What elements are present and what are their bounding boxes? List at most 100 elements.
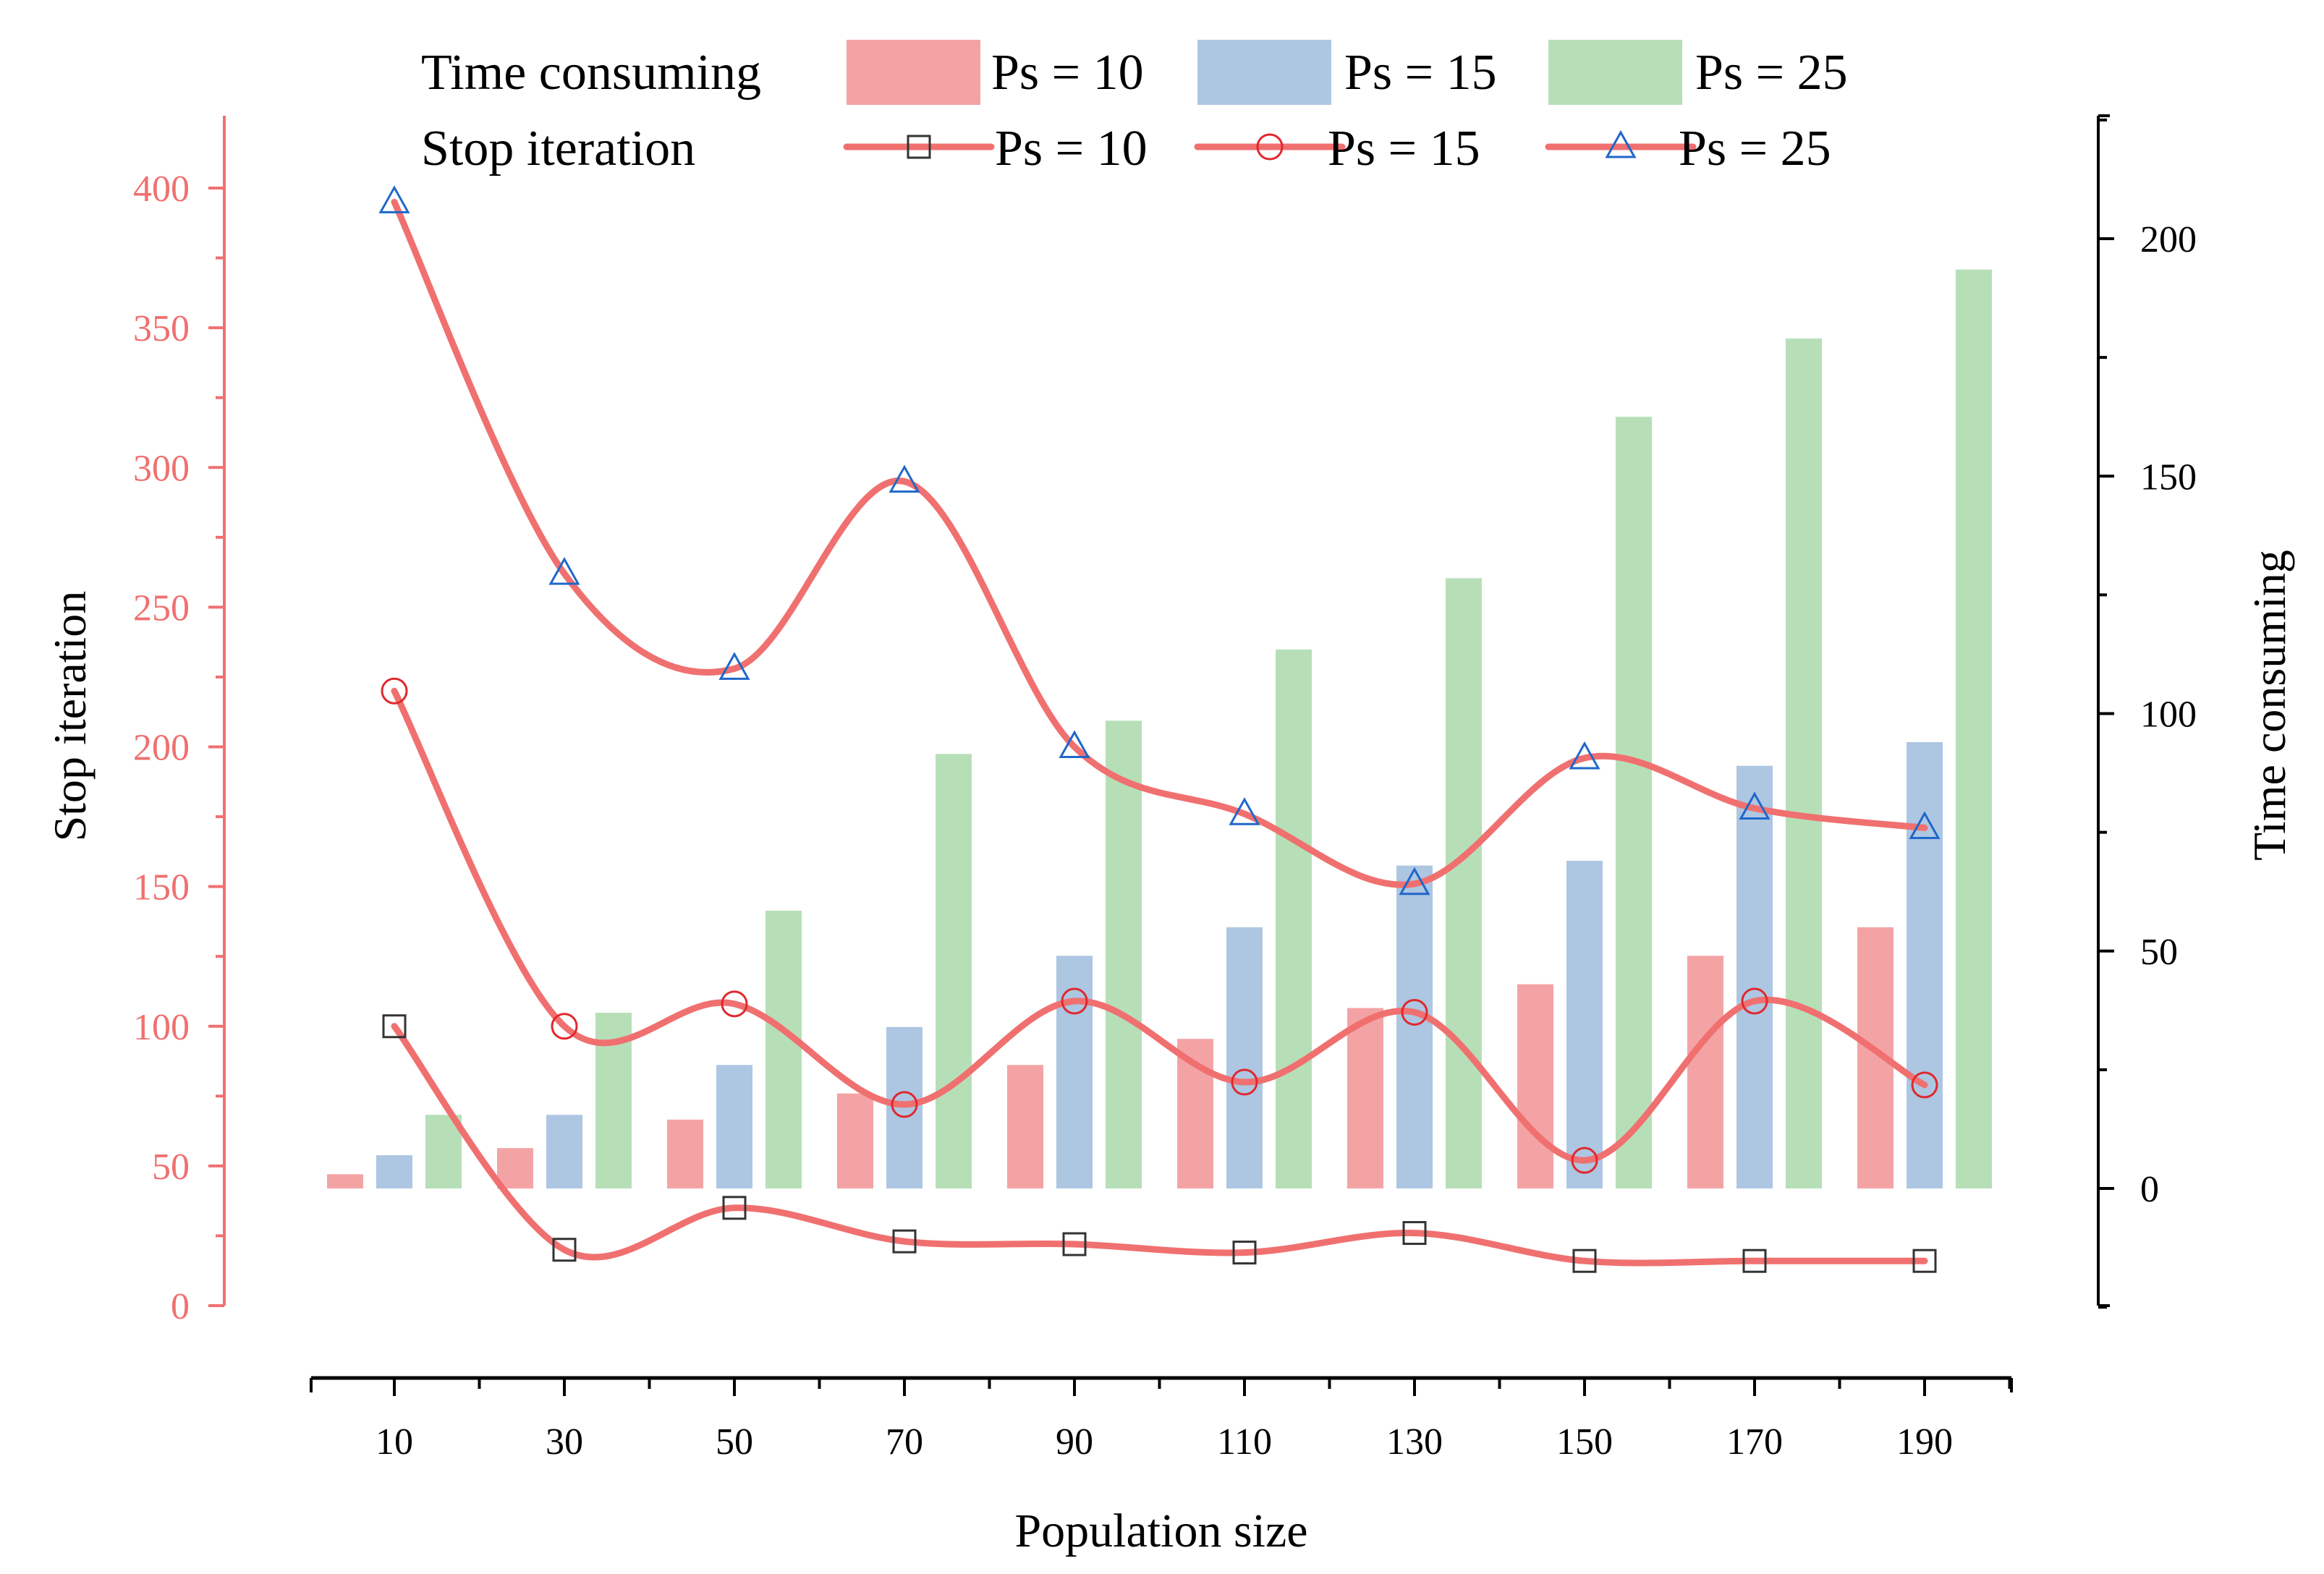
marker-ps15-90 xyxy=(1061,987,1088,1015)
bar-ps10-30 xyxy=(497,1148,533,1188)
x-axis-tick-label: 150 xyxy=(1556,1421,1613,1463)
marker-ps10-50 xyxy=(722,1196,747,1220)
bar-ps10-10 xyxy=(327,1174,363,1188)
bars-layer xyxy=(327,269,1992,1188)
legend-line-label-1: Ps = 15 xyxy=(1328,121,1480,176)
bar-ps10-170 xyxy=(1687,956,1723,1188)
left-axis-tick-label: 350 xyxy=(133,308,190,349)
bar-ps15-150 xyxy=(1566,861,1603,1188)
x-axis-tick-label: 10 xyxy=(376,1421,413,1463)
marker-ps25-150 xyxy=(1569,741,1600,770)
x-axis-tick-label: 90 xyxy=(1056,1421,1093,1463)
legend-line-marker-0 xyxy=(907,135,931,159)
marker-ps15-110 xyxy=(1231,1068,1258,1096)
legend-line-label-2: Ps = 25 xyxy=(1679,121,1831,176)
marker-ps15-30 xyxy=(551,1013,578,1040)
legend: Time consuming Stop iteration Ps = 10 Ps = … xyxy=(421,40,1848,176)
left-axis-tick-label: 0 xyxy=(171,1286,190,1327)
legend-bar-label-1: Ps = 15 xyxy=(1344,45,1497,101)
x-axis-tick-label: 70 xyxy=(886,1421,923,1463)
legend-line-marker-2 xyxy=(1605,129,1637,158)
bar-ps10-130 xyxy=(1347,1008,1383,1188)
bar-ps15-170 xyxy=(1736,765,1773,1188)
bar-ps25-150 xyxy=(1616,417,1652,1188)
left-axis-title: Stop iteration xyxy=(44,591,96,842)
left-axis-tick-label: 400 xyxy=(133,169,190,210)
bar-ps10-50 xyxy=(667,1119,703,1188)
legend-line-marker-1 xyxy=(1256,133,1284,161)
bar-ps15-130 xyxy=(1396,865,1433,1188)
line-ps10 xyxy=(391,1023,1928,1267)
marker-ps10-90 xyxy=(1062,1232,1087,1256)
x-axis-title: Population size xyxy=(1014,1505,1307,1557)
bar-ps15-30 xyxy=(546,1115,582,1188)
legend-line-label-0: Ps = 10 xyxy=(995,121,1148,176)
bar-ps15-110 xyxy=(1226,927,1263,1188)
lines-layer xyxy=(378,185,1941,1273)
marker-ps25-170 xyxy=(1739,791,1770,820)
marker-ps10-110 xyxy=(1232,1241,1257,1265)
x-axis-tick-label: 170 xyxy=(1726,1421,1783,1463)
right-axis-tick-label: 50 xyxy=(2140,932,2178,973)
marker-ps10-170 xyxy=(1742,1248,1767,1273)
left-axis-tick-label: 200 xyxy=(133,728,190,769)
x-axis-tick-label: 190 xyxy=(1896,1421,1953,1463)
marker-ps15-10 xyxy=(381,677,408,705)
bar-ps25-170 xyxy=(1786,338,1822,1188)
legend-line-title: Stop iteration xyxy=(421,121,695,176)
marker-ps15-130 xyxy=(1401,998,1428,1026)
legend-bar-title: Time consuming xyxy=(421,45,761,101)
marker-ps25-30 xyxy=(548,556,580,585)
bar-ps25-90 xyxy=(1106,720,1142,1188)
marker-ps25-90 xyxy=(1059,730,1090,758)
x-axis-tick-label: 130 xyxy=(1386,1421,1443,1463)
marker-ps25-50 xyxy=(718,652,750,680)
bar-ps10-70 xyxy=(837,1093,873,1188)
marker-ps25-190 xyxy=(1909,811,1941,840)
left-axis-tick-label: 50 xyxy=(152,1147,190,1188)
bar-ps15-90 xyxy=(1056,956,1093,1188)
x-axis-tick-label: 30 xyxy=(546,1421,583,1463)
right-axis-title: Time consuming xyxy=(2244,550,2295,861)
left-axis-tick-label: 100 xyxy=(133,1007,190,1048)
x-axis-tick-label: 110 xyxy=(1217,1421,1272,1463)
marker-ps10-70 xyxy=(892,1229,917,1254)
right-axis-tick-label: 0 xyxy=(2140,1169,2159,1210)
legend-bar-label-0: Ps = 10 xyxy=(991,45,1144,101)
bar-ps10-150 xyxy=(1517,984,1553,1188)
marker-ps10-190 xyxy=(1912,1248,1937,1273)
marker-ps15-50 xyxy=(721,990,748,1018)
bar-ps25-50 xyxy=(766,910,802,1188)
bar-ps25-190 xyxy=(1956,269,1992,1188)
marker-ps10-10 xyxy=(382,1014,407,1039)
legend-bar-swatch-0 xyxy=(847,40,980,105)
left-axis-tick-label: 250 xyxy=(133,587,190,629)
marker-ps25-110 xyxy=(1229,797,1260,825)
bar-ps15-10 xyxy=(376,1155,412,1188)
legend-bar-swatch-1 xyxy=(1197,40,1331,105)
bar-ps25-70 xyxy=(936,754,972,1188)
bar-ps10-90 xyxy=(1007,1065,1043,1188)
line-ps25 xyxy=(391,198,1928,888)
right-axis-tick-label: 100 xyxy=(2140,694,2197,736)
marker-ps10-30 xyxy=(552,1238,577,1262)
bar-ps15-50 xyxy=(716,1065,752,1188)
bar-ps25-10 xyxy=(425,1115,462,1188)
marker-ps25-10 xyxy=(378,185,410,213)
right-axis-tick-label: 200 xyxy=(2140,219,2197,260)
marker-ps25-130 xyxy=(1399,867,1430,896)
left-axis-tick-label: 150 xyxy=(133,867,190,909)
legend-bar-swatch-2 xyxy=(1548,40,1682,105)
bar-ps15-190 xyxy=(1907,741,1943,1188)
marker-ps15-190 xyxy=(1911,1071,1938,1099)
x-axis-tick-label: 50 xyxy=(716,1421,753,1463)
bar-ps25-110 xyxy=(1276,649,1312,1188)
marker-ps25-70 xyxy=(889,464,920,493)
line-ps15 xyxy=(391,687,1928,1164)
axes-layer: 0 50 100 150 200 250 300 350 400 Stop iteration 0 5… xyxy=(44,114,2295,1557)
left-axis-tick-label: 300 xyxy=(133,448,190,489)
marker-ps15-170 xyxy=(1741,987,1768,1015)
marker-ps10-130 xyxy=(1402,1221,1427,1246)
marker-ps15-150 xyxy=(1571,1147,1598,1174)
right-axis-tick-label: 150 xyxy=(2140,456,2197,498)
